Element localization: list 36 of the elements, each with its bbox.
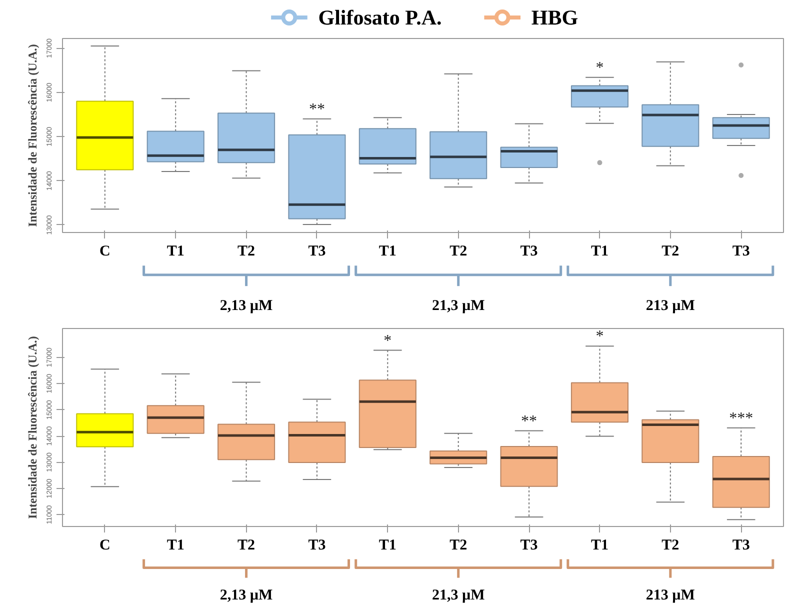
x-tick-label: T3 (308, 538, 326, 554)
x-tick-label: T1 (166, 244, 184, 260)
annotation: *** (729, 410, 754, 427)
x-tick-label: T2 (450, 244, 468, 260)
annotation: * (596, 328, 604, 346)
x-tick-label: T3 (520, 244, 538, 260)
y-axis-title: Intensidade de Fluorescência (U.A.) (26, 336, 40, 519)
x-tick-label: T1 (378, 244, 396, 260)
x-tick-label: T1 (166, 538, 184, 554)
x-tick-label: T3 (520, 538, 538, 554)
text: 21,3 µM (432, 298, 485, 314)
x-tick-label: T2 (238, 538, 256, 554)
x-tick-label: T2 (450, 538, 468, 554)
annotation: * (384, 332, 392, 350)
text: 213 µM (646, 298, 695, 314)
annotation: * (596, 59, 604, 76)
x-tick-label: T1 (590, 538, 608, 554)
text: 2,13 µM (220, 298, 273, 314)
annotation: ** (521, 412, 538, 430)
text: 2,13 µM (220, 588, 273, 604)
x-tick-label: T1 (378, 538, 396, 554)
x-tick-label: T1 (590, 244, 608, 260)
text: 21,3 µM (432, 588, 485, 604)
x-tick-label: T2 (662, 244, 680, 260)
legend-label: Glifosato P.A. (318, 6, 442, 30)
annotation: ** (308, 100, 325, 118)
x-tick-label: T3 (732, 538, 750, 554)
x-tick-label: T2 (662, 538, 680, 554)
y-axis-title: Intensidade de Fluorescência (U.A.) (26, 44, 40, 227)
x-tick-label: T3 (732, 244, 750, 260)
text: 213 µM (646, 588, 695, 604)
x-tick-label: T3 (308, 244, 326, 260)
x-tick-label: T2 (238, 244, 256, 260)
x-tick-label: C (99, 538, 110, 554)
x-tick-label: C (99, 244, 110, 260)
legend-label: HBG (531, 6, 578, 30)
